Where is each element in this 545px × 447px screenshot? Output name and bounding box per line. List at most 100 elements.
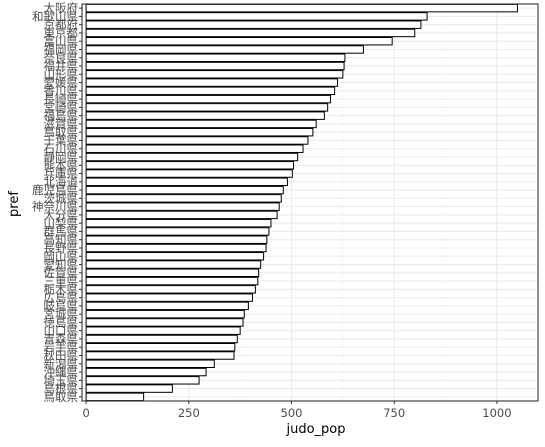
y-tick-label: 北海道: [44, 175, 79, 189]
y-tick-label: 富山県: [44, 34, 79, 48]
y-tick-label: 青森県: [44, 332, 79, 346]
bar: [85, 78, 339, 87]
bar: [85, 103, 329, 112]
bar: [85, 94, 332, 104]
bar: [85, 70, 344, 79]
y-tick-label: 群馬県: [44, 224, 79, 238]
y-tick-label: 埼玉県: [44, 373, 79, 387]
bar: [85, 218, 272, 228]
y-tick-label: 高知県: [44, 233, 79, 247]
y-tick-label: 兵庫県: [44, 167, 79, 181]
y-tick-label: 滋賀県: [44, 117, 79, 131]
x-tick-label: 500: [281, 406, 303, 420]
y-tick-label: 茨城県: [44, 191, 79, 205]
bar: [85, 169, 293, 178]
y-tick-layer: 大阪府和歌山県京都府東京都富山県福岡県奈良県福井県山形県愛媛県香川県長崎県宮崎県…: [32, 1, 82, 404]
y-tick-label: 岩手県: [44, 340, 79, 354]
y-tick-label: 愛媛県: [44, 76, 79, 90]
y-tick-label: 和歌山県: [32, 9, 78, 23]
y-tick-label: 秋田県: [44, 349, 79, 363]
y-tick-label: 徳島県: [44, 315, 79, 329]
bar: [85, 392, 145, 402]
bar: [85, 309, 245, 319]
bar: [85, 318, 244, 327]
y-tick-label: 大阪府: [44, 1, 79, 15]
bar: [85, 285, 256, 294]
bar: [85, 326, 241, 335]
y-tick-label: 宮崎県: [44, 100, 79, 114]
y-tick-label: 岐阜県: [44, 299, 79, 313]
bar: [85, 376, 200, 385]
bar: [85, 86, 336, 96]
bar: [85, 252, 265, 261]
x-tick-layer: 0 250 500 750 1000: [82, 401, 512, 420]
bar: [85, 351, 235, 360]
y-tick-label: 佐賀県: [44, 266, 79, 280]
y-tick-label: 島根県: [44, 382, 79, 396]
y-tick-label: 香川県: [44, 84, 79, 98]
y-tick-label: 山形県: [44, 67, 79, 81]
bar: [85, 367, 207, 377]
bar: [85, 243, 267, 253]
x-tick-label: 750: [383, 406, 405, 420]
y-tick-label: 栃木県: [44, 282, 79, 296]
y-tick-label: 新潟県: [44, 357, 79, 371]
bar: [85, 127, 314, 137]
bar: [85, 111, 325, 120]
bar: [85, 28, 416, 38]
panel-border: [81, 3, 539, 402]
y-tick-label: 鳥取県: [44, 390, 79, 404]
y-tick-label: 宮城県: [44, 307, 79, 321]
y-tick-label: 鳥取県: [44, 125, 79, 139]
x-tick-label: 250: [178, 406, 200, 420]
bar: [85, 45, 364, 54]
y-tick-label: 東京都: [44, 26, 79, 40]
y-tick-label: 三重県: [44, 274, 79, 288]
bar: [85, 144, 304, 153]
y-tick-label: 福島県: [44, 109, 79, 123]
y-tick-label: 鹿児島県: [32, 183, 78, 197]
bar: [85, 202, 280, 211]
y-tick-label: 沖縄県: [44, 365, 79, 379]
y-tick-label: 山梨県: [44, 216, 79, 230]
bar: [85, 3, 518, 13]
bar: [85, 293, 253, 302]
bar: [85, 276, 259, 286]
bar: [85, 136, 309, 145]
bar-layer: [85, 3, 518, 402]
bar: [85, 260, 262, 269]
y-tick-label: 静岡県: [44, 150, 79, 164]
x-tick-label: 0: [82, 406, 89, 420]
bar: [85, 210, 278, 220]
x-axis-title: judo_pop: [285, 422, 345, 437]
bar: [85, 61, 345, 71]
y-tick-label: 広島県: [44, 291, 79, 305]
bar: [85, 177, 288, 187]
bar: [85, 36, 393, 46]
y-tick-label: 京都府: [44, 18, 79, 32]
x-tick-label: 1000: [482, 406, 511, 420]
bar: [85, 384, 173, 393]
bar: [85, 161, 295, 170]
y-tick-label: 福井県: [44, 59, 79, 73]
y-tick-label: 長野県: [44, 241, 79, 255]
bar: [85, 301, 249, 311]
y-tick-label: 山口県: [44, 324, 79, 338]
bar: [85, 185, 284, 195]
bar: [85, 194, 282, 203]
bar: [85, 152, 299, 162]
y-tick-label: 石川県: [44, 142, 79, 156]
bar: [85, 227, 270, 236]
bar: [85, 359, 215, 369]
bar: [85, 53, 346, 62]
y-tick-label: 熊本県: [44, 158, 79, 172]
y-tick-label: 岡山県: [44, 249, 79, 263]
y-tick-label: 奈良県: [44, 51, 79, 65]
y-tick-label: 千葉県: [44, 133, 79, 147]
bar: [85, 119, 317, 129]
bar: [85, 20, 422, 29]
bar: [85, 12, 428, 21]
bar: [85, 235, 268, 244]
